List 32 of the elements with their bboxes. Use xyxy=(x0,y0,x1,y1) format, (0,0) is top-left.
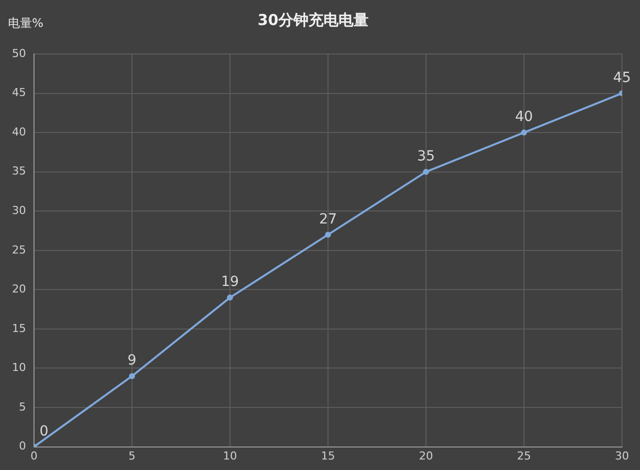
x-tick-label: 5 xyxy=(128,449,136,462)
data-label: 35 xyxy=(417,148,435,164)
y-tick-label: 25 xyxy=(12,243,26,256)
x-tick-label: 30 xyxy=(615,449,629,462)
x-tick-label: 0 xyxy=(30,449,38,462)
x-tick-label: 25 xyxy=(517,449,531,462)
data-label: 19 xyxy=(221,274,239,290)
y-tick-label: 15 xyxy=(12,322,26,335)
y-tick-label: 0 xyxy=(18,440,26,453)
data-label: 45 xyxy=(613,70,631,86)
y-tick-label: 45 xyxy=(12,86,26,100)
y-axis-title: 电量% xyxy=(8,16,44,30)
y-tick-label: 40 xyxy=(12,125,26,138)
point xyxy=(423,168,429,175)
y-tick-label: 50 xyxy=(12,46,26,60)
x-tick-label: 15 xyxy=(321,449,335,462)
point xyxy=(325,232,331,238)
x-tick-label: 20 xyxy=(419,449,433,462)
point xyxy=(227,294,233,301)
y-tick-label: 35 xyxy=(12,164,26,178)
y-tick-label: 30 xyxy=(12,204,26,217)
data-label: 27 xyxy=(319,211,337,228)
point xyxy=(129,373,135,380)
y-tick-label: 20 xyxy=(12,282,26,296)
y-tick-label: 10 xyxy=(12,361,26,374)
data-label: 9 xyxy=(128,352,136,369)
y-tick-label: 5 xyxy=(18,400,26,414)
chart-title: 30分钟充电电量 xyxy=(258,10,368,29)
point xyxy=(521,130,527,136)
x-tick-label: 10 xyxy=(223,449,237,462)
data-label: 0 xyxy=(40,423,48,440)
data-label: 40 xyxy=(515,109,533,126)
